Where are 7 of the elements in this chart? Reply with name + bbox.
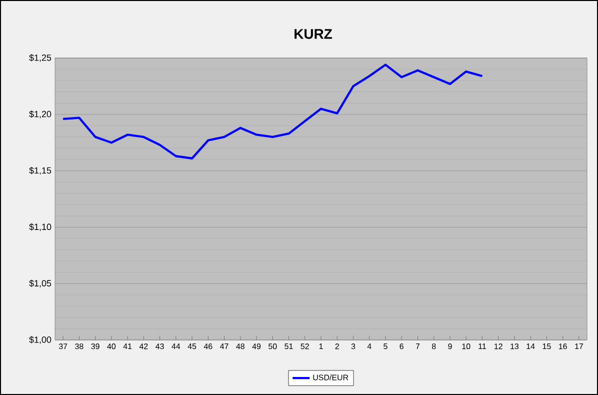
chart-title: KURZ <box>294 29 332 39</box>
y-tick-label: $1,25 <box>29 54 52 62</box>
y-tick-label: $1,20 <box>29 110 52 118</box>
y-tick-label: $1,15 <box>29 166 52 175</box>
y-tick-label: $1,10 <box>29 223 52 232</box>
y-tick-label: $1,05 <box>29 280 52 288</box>
y-tick-label: $1,00 <box>29 336 52 344</box>
